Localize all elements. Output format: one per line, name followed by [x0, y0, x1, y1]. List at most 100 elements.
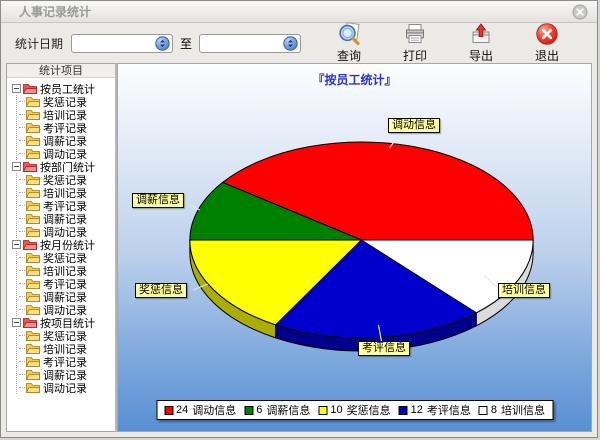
date-from-input[interactable] [74, 35, 155, 51]
tree-group: 按员工统计 奖惩记录 培训记录 考评记录 调薪记录 调动记录 [12, 82, 115, 161]
legend-swatch [478, 405, 488, 415]
exit-button[interactable]: 退出 [521, 22, 573, 64]
tree-group: 按月份统计 奖惩记录 培训记录 考评记录 调薪记录 调动记录 [12, 238, 115, 317]
tree-child-item[interactable]: 调薪记录 [19, 212, 115, 226]
query-button-label: 查询 [337, 49, 362, 63]
titlebar: 人事记录统计 [1, 1, 597, 23]
tree-item-label: 考评记录 [43, 122, 87, 135]
tree-child-item[interactable]: 考评记录 [19, 199, 115, 213]
collapse-toggle[interactable] [12, 240, 21, 249]
print-button-label: 打印 [403, 49, 428, 63]
date-to-input[interactable] [202, 35, 283, 51]
sidebar-header: 统计项目 [7, 64, 115, 78]
tree-child-item[interactable]: 奖惩记录 [19, 173, 115, 187]
legend-label: 培训信息 [501, 405, 545, 417]
folder-icon [26, 357, 40, 367]
tree-root-item[interactable]: 按月份统计 [12, 238, 115, 252]
folder-icon [26, 253, 40, 263]
tree-item-label: 培训记录 [43, 109, 87, 122]
tree-group: 按部门统计 奖惩记录 培训记录 考评记录 调薪记录 调动记录 [12, 160, 115, 239]
tree-child-item[interactable]: 调薪记录 [19, 134, 115, 148]
close-icon [572, 4, 588, 19]
legend-value: 6 [256, 404, 263, 416]
tree-item-label: 奖惩记录 [43, 252, 87, 265]
tree-item-label: 培训记录 [43, 265, 87, 278]
tree-child-item[interactable]: 调动记录 [19, 225, 115, 239]
tree-item-label: 调薪记录 [43, 369, 87, 382]
tree-child-item[interactable]: 培训记录 [19, 264, 115, 278]
legend-item: 12 考评信息 [398, 402, 471, 418]
collapse-toggle[interactable] [12, 318, 21, 327]
folder-icon [26, 370, 40, 380]
label-leader-line [483, 274, 498, 289]
tree-child-item[interactable]: 考评记录 [19, 121, 115, 135]
tree-child-item[interactable]: 培训记录 [19, 108, 115, 122]
folder-icon [23, 318, 37, 328]
tree-child-item[interactable]: 调动记录 [19, 381, 115, 394]
tree-item-label: 培训记录 [43, 343, 87, 356]
sidebar-tree: 按员工统计 奖惩记录 培训记录 考评记录 调薪记录 调动记录 按部门统计 奖惩记录 培训记录 考评… [7, 78, 115, 394]
folder-icon [26, 331, 40, 341]
folder-icon [26, 110, 40, 120]
tree-item-label: 按员工统计 [40, 83, 95, 96]
printer-icon [406, 24, 425, 43]
query-button[interactable]: 查询 [323, 22, 375, 64]
spinner-icon [283, 35, 298, 51]
tree-child-item[interactable]: 调薪记录 [19, 368, 115, 382]
tree-child-item[interactable]: 调薪记录 [19, 290, 115, 304]
tree-item-label: 奖惩记录 [43, 96, 87, 109]
content-area: 统计项目 按员工统计 奖惩记录 培训记录 考评记录 调薪记录 调动记录 按部门统计 奖惩记录培… [1, 63, 597, 437]
folder-icon [26, 214, 40, 224]
label-leader-line [189, 204, 201, 211]
collapse-toggle[interactable] [12, 84, 21, 93]
date-to-spinner[interactable] [283, 35, 298, 51]
tree-child-item[interactable]: 考评记录 [19, 277, 115, 291]
toolbar-buttons: 查询 打印 导出 [323, 22, 573, 64]
tree-child-item[interactable]: 奖惩记录 [19, 251, 115, 265]
slice-label: 调薪信息 [132, 193, 184, 208]
legend-swatch [318, 405, 328, 415]
folder-icon [26, 383, 40, 393]
date-from-spinner[interactable] [155, 35, 170, 51]
tree-root-item[interactable]: 按项目统计 [12, 316, 115, 330]
legend-swatch [244, 405, 254, 415]
collapse-toggle[interactable] [12, 162, 21, 171]
folder-icon [26, 188, 40, 198]
slice-label: 奖惩信息 [135, 283, 187, 298]
tree-child-item[interactable]: 奖惩记录 [19, 329, 115, 343]
sidebar: 统计项目 按员工统计 奖惩记录 培训记录 考评记录 调薪记录 调动记录 按部门统计 奖惩记录培… [6, 63, 117, 432]
tree-child-item[interactable]: 奖惩记录 [19, 95, 115, 109]
toolbar: 统计日期 至 [1, 22, 597, 64]
legend-label: 考评信息 [426, 405, 471, 417]
tree-child-item[interactable]: 考评记录 [19, 355, 115, 369]
export-button-label: 导出 [469, 49, 494, 63]
folder-icon [26, 175, 40, 185]
tree-child-item[interactable]: 调动记录 [19, 303, 115, 317]
tree-children: 奖惩记录 培训记录 考评记录 调薪记录 调动记录 [16, 251, 115, 317]
slice-label: 考评信息 [358, 341, 410, 356]
label-leader-line [377, 324, 383, 342]
folder-icon [23, 240, 37, 250]
legend-swatch [398, 405, 408, 415]
minus-box-icon [12, 162, 21, 171]
tree-child-item[interactable]: 培训记录 [19, 186, 115, 200]
window-close-button[interactable] [572, 4, 588, 20]
date-to-field [199, 33, 302, 53]
export-button[interactable]: 导出 [455, 22, 507, 64]
tree-child-item[interactable]: 培训记录 [19, 342, 115, 356]
export-icon [472, 23, 490, 43]
tree-item-label: 按项目统计 [40, 317, 95, 330]
tree-root-item[interactable]: 按员工统计 [12, 82, 115, 96]
tree-children: 奖惩记录 培训记录 考评记录 调薪记录 调动记录 [16, 95, 115, 161]
minus-box-icon [12, 240, 21, 249]
chart-title: 『按员工统计』 [312, 73, 397, 87]
folder-icon [26, 201, 40, 211]
tree-root-item[interactable]: 按部门统计 [12, 160, 115, 174]
tree-item-label: 奖惩记录 [43, 174, 87, 187]
print-button[interactable]: 打印 [389, 22, 441, 64]
folder-icon [26, 266, 40, 276]
folder-icon [23, 84, 37, 94]
tree-child-item[interactable]: 调动记录 [19, 147, 115, 161]
folder-icon [26, 292, 40, 302]
